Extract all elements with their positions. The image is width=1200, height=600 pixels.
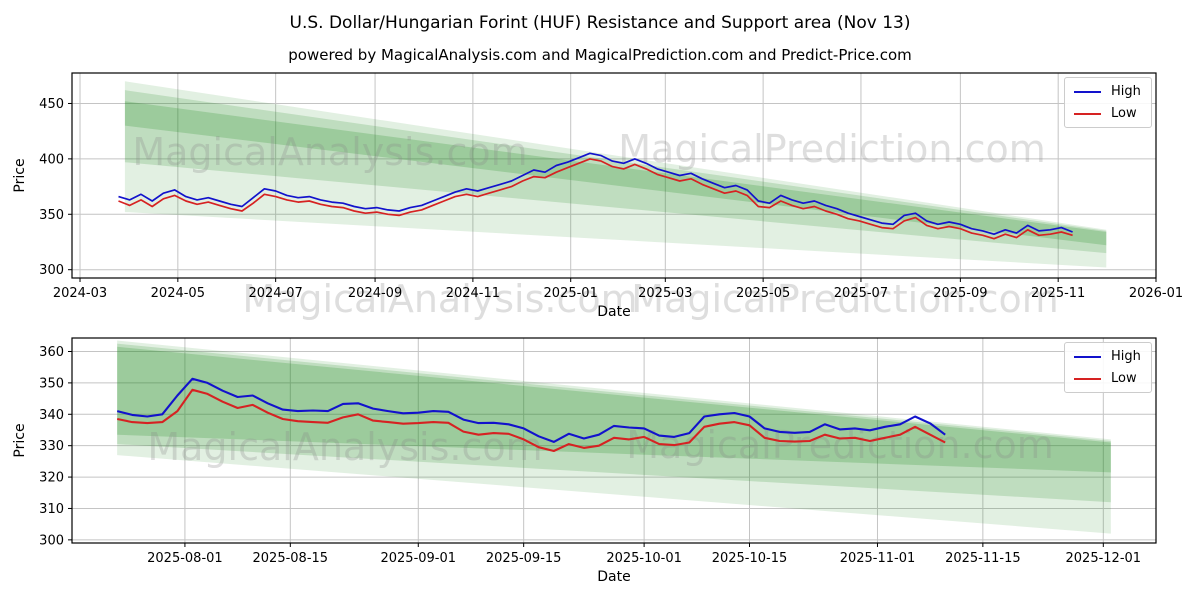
x-tick-label: 2025-09-15 [486,551,562,566]
legend-item-low: Low [1074,106,1141,121]
watermark-text: MagicalAnalysis.com [242,277,637,321]
y-tick-label: 360 [39,345,64,360]
watermark-text: MagicalPrediction.com [631,277,1059,321]
x-tick-label: 2025-11 [1031,286,1085,301]
watermark-text: MagicalAnalysis.com [132,130,527,174]
chart-subtitle: powered by MagicalAnalysis.com and Magic… [288,46,912,64]
x-tick-label: 2025-09 [933,286,987,301]
x-tick-label: 2025-01 [544,286,598,301]
x-tick-label: 2025-03 [638,286,692,301]
support-resistance-core [124,101,1107,246]
low-line [116,388,946,453]
y-tick-label: 300 [39,533,64,548]
legend-top-chart: High Low [1064,77,1152,128]
chart-title: U.S. Dollar/Hungarian Forint (HUF) Resis… [289,13,911,33]
low-line [118,158,1073,240]
plot-border [71,337,1157,544]
x-tick-label: 2025-09-01 [380,551,456,566]
x-tick-label: 2025-07 [834,286,888,301]
legend-label: Low [1111,371,1137,386]
x-tick-label: 2024-11 [446,286,500,301]
x-axis-label: Date [597,304,630,320]
legend-label: High [1111,84,1141,99]
x-tick-label: 2025-12-01 [1066,551,1142,566]
x-tick-label: 2024-05 [151,286,205,301]
plot-area-top: MagicalAnalysis.com MagicalPrediction.com… [12,72,1183,321]
x-tick-label: 2025-08-15 [253,551,329,566]
y-tick-label: 320 [39,471,64,486]
legend-item-high: High [1074,349,1141,364]
y-tick-label: 400 [39,152,64,167]
y-axis-label: Price [12,423,28,457]
legend-line-sample [1074,90,1101,93]
watermark-text: MagicalPrediction.com [618,127,1046,171]
x-tick-label: 2024-07 [248,286,302,301]
x-tick-label: 2024-09 [348,286,402,301]
y-tick-label: 340 [39,408,64,423]
y-tick-label: 350 [39,208,64,223]
y-tick-label: 350 [39,376,64,391]
legend-line-sample [1074,355,1101,358]
x-tick-label: 2025-10-01 [606,551,682,566]
support-resistance-core [117,346,1111,473]
legend-item-low: Low [1074,371,1141,386]
legend-label: High [1111,349,1141,364]
x-axis-label: Date [597,569,630,585]
plot-area-bottom: MagicalAnalysis.com MagicalPrediction.com… [12,337,1157,585]
y-tick-label: 300 [39,263,64,278]
x-tick-label: 2025-10-15 [712,551,788,566]
y-tick-label: 450 [39,97,64,112]
y-tick-label: 310 [39,502,64,517]
high-line [118,152,1073,236]
x-tick-label: 2026-01 [1129,286,1183,301]
support-resistance-middle [124,90,1107,254]
legend-bottom-chart: High Low [1064,342,1152,393]
x-tick-label: 2025-11-15 [945,551,1021,566]
legend-item-high: High [1074,84,1141,99]
y-axis-label: Price [12,158,28,192]
x-tick-label: 2025-05 [736,286,790,301]
support-resistance-middle [117,343,1111,503]
x-tick-label: 2024-03 [53,286,107,301]
legend-line-sample [1074,112,1101,115]
x-tick-label: 2025-11-01 [840,551,916,566]
y-tick-label: 330 [39,439,64,454]
legend-line-sample [1074,377,1101,380]
x-tick-label: 2025-08-01 [147,551,223,566]
high-line [116,377,946,443]
legend-label: Low [1111,106,1137,121]
watermark-text: MagicalAnalysis.com [147,425,542,469]
plot-border [71,72,1157,279]
